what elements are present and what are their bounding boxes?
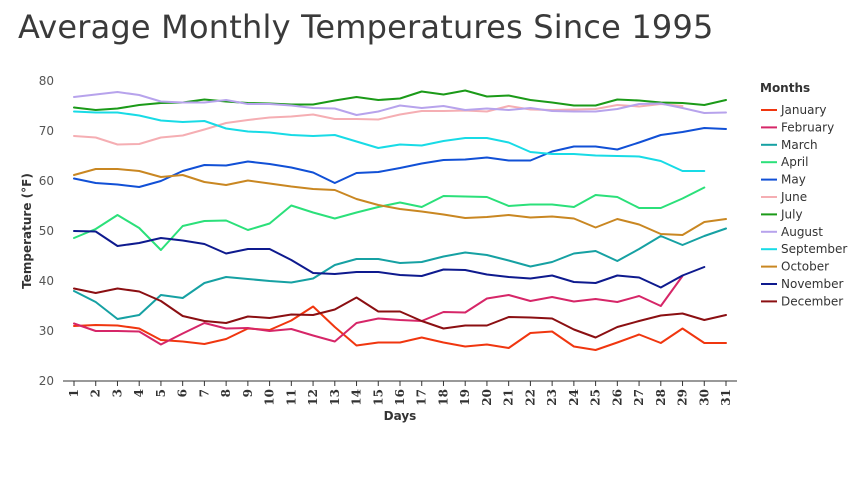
x-tick-label: 22 — [523, 389, 537, 406]
x-tick-label: 30 — [697, 389, 711, 406]
series-line-december — [73, 287, 727, 339]
series-line-april — [73, 186, 706, 251]
legend-item-january: January — [761, 103, 827, 117]
x-tick-label: 29 — [676, 389, 690, 406]
y-tick-label: 70 — [39, 124, 54, 138]
x-tick-label: 13 — [328, 389, 342, 406]
y-tick-label: 20 — [39, 374, 54, 388]
legend-label: January — [780, 103, 827, 117]
y-tick-label: 80 — [39, 74, 54, 88]
legend-label: March — [781, 138, 818, 152]
y-tick-label: 40 — [39, 274, 54, 288]
legend-item-june: June — [761, 190, 807, 204]
legend: Months January February March April May June J… — [760, 81, 847, 308]
legend-label: February — [781, 120, 834, 134]
series-line-may — [73, 127, 727, 188]
x-tick-label: 24 — [567, 389, 581, 406]
x-tick-label: 18 — [436, 389, 450, 406]
series-line-september — [73, 110, 706, 172]
series-line-march — [73, 227, 727, 320]
x-tick-label: 26 — [610, 389, 624, 406]
x-axis-label: Days — [384, 409, 417, 423]
x-tick-label: 19 — [458, 389, 472, 406]
x-tick-label: 7 — [197, 389, 211, 397]
x-tick-label: 23 — [545, 389, 559, 406]
y-axis-label: Temperature (°F) — [20, 173, 34, 289]
series-line-june — [73, 103, 684, 146]
legend-item-may: May — [761, 173, 806, 187]
legend-label: July — [780, 207, 803, 221]
x-tick-label: 21 — [502, 389, 516, 406]
x-tick-label: 27 — [632, 389, 646, 406]
x-tick-label: 2 — [89, 389, 103, 397]
series-lines — [73, 89, 727, 351]
series-line-january — [73, 305, 727, 351]
x-tick-label: 28 — [654, 389, 668, 406]
chart-title: Average Monthly Temperatures Since 1995 — [18, 8, 714, 46]
x-tick-label: 17 — [415, 389, 429, 406]
x-tick-label: 14 — [350, 389, 364, 406]
series-line-october — [73, 168, 727, 236]
legend-label: December — [781, 294, 843, 308]
x-tick-label: 3 — [110, 389, 124, 397]
series-line-november — [73, 230, 706, 289]
x-tick-label: 12 — [306, 389, 320, 406]
x-tick-label: 15 — [371, 389, 385, 406]
legend-title: Months — [760, 81, 810, 95]
x-tick-label: 8 — [219, 389, 233, 397]
y-tick-label: 60 — [39, 174, 54, 188]
x-tick-label: 10 — [263, 389, 277, 406]
x-axis-ticks: 1 2 3 4 5 6 7 8 9 10 11 12 13 14 15 16 17 18 19 20 21 22 23 24 2… — [67, 381, 733, 406]
series-line-august — [73, 91, 727, 116]
legend-item-august: August — [761, 225, 823, 239]
x-tick-label: 11 — [284, 389, 298, 406]
x-tick-label: 16 — [393, 389, 407, 406]
legend-label: August — [781, 225, 823, 239]
x-tick-label: 4 — [132, 389, 146, 397]
x-tick-label: 31 — [719, 389, 733, 406]
legend-item-april: April — [761, 155, 808, 169]
x-tick-label: 9 — [241, 389, 255, 397]
x-tick-label: 5 — [154, 389, 168, 397]
x-tick-label: 6 — [176, 389, 190, 397]
y-tick-label: 50 — [39, 224, 54, 238]
legend-label: October — [781, 260, 829, 274]
legend-label: September — [781, 242, 847, 256]
legend-item-july: July — [761, 207, 803, 221]
legend-label: May — [781, 173, 806, 187]
series-line-february — [73, 275, 684, 346]
legend-label: November — [781, 277, 843, 291]
legend-item-december: December — [761, 294, 843, 308]
legend-item-february: February — [761, 120, 834, 134]
legend-item-november: November — [761, 277, 843, 291]
y-tick-label: 30 — [39, 324, 54, 338]
legend-item-october: October — [761, 260, 829, 274]
legend-item-march: March — [761, 138, 818, 152]
y-axis-ticks: 20 30 40 50 60 70 80 — [39, 74, 54, 388]
legend-label: April — [781, 155, 808, 169]
legend-label: June — [780, 190, 807, 204]
legend-item-september: September — [761, 242, 847, 256]
x-tick-label: 1 — [67, 389, 81, 397]
x-tick-label: 25 — [589, 389, 603, 406]
x-tick-label: 20 — [480, 389, 494, 406]
